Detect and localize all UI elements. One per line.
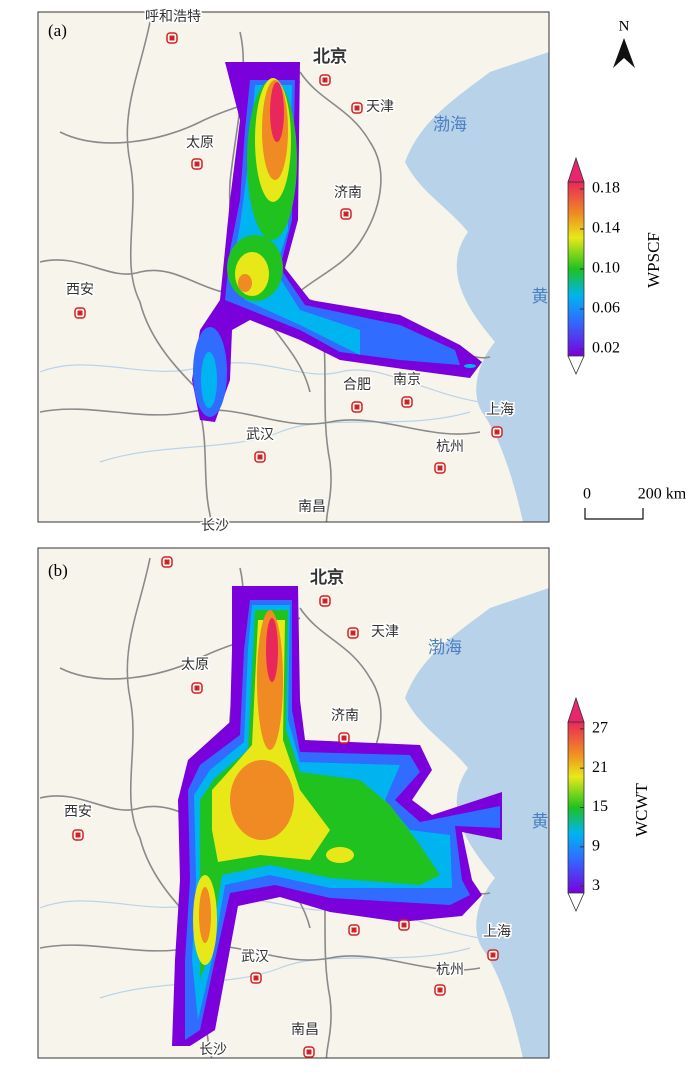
place-label: 西安 <box>64 804 92 820</box>
colorbar-extend <box>567 355 585 375</box>
place-label: 长沙 <box>201 518 229 534</box>
north-label: N <box>619 18 630 34</box>
place-label: 上海 <box>486 402 514 418</box>
city-marker <box>322 77 328 83</box>
colorbar-title: WPSCF <box>644 232 663 288</box>
place-label: 呼和浩特 <box>145 9 201 25</box>
city-marker <box>351 927 357 933</box>
place-label: 太原 <box>181 657 209 673</box>
place-label: 天津 <box>366 99 394 115</box>
scale-bar <box>584 508 644 520</box>
place-label: 渤海 <box>433 115 467 135</box>
place-label: 南昌 <box>291 1022 319 1038</box>
place-label: 北京 <box>310 567 344 588</box>
scale-start: 0 <box>583 486 591 503</box>
city-marker <box>354 404 360 410</box>
colorbar-tick-label: 21 <box>592 759 608 776</box>
city-marker <box>194 685 200 691</box>
place-label: 济南 <box>331 708 359 724</box>
city-marker <box>341 735 347 741</box>
colorbar-extend <box>567 892 585 912</box>
colorbar-tick-label: 27 <box>592 720 608 737</box>
city-marker <box>401 922 407 928</box>
place-label: 南京 <box>393 372 421 388</box>
city-marker <box>354 105 360 111</box>
city-marker <box>404 399 410 405</box>
city-marker <box>75 832 81 838</box>
panel-label: (b) <box>48 561 68 580</box>
map-frame <box>37 547 550 1059</box>
city-marker <box>490 952 496 958</box>
colorbar-tick-label: 0.18 <box>592 180 620 197</box>
colorbar-tick-label: 0.10 <box>592 260 620 277</box>
place-label: 渤海 <box>428 638 462 658</box>
colorbar-tick-label: 0.02 <box>592 340 620 357</box>
map-frame <box>37 11 550 523</box>
place-label: 黄 <box>532 812 549 832</box>
place-label: 西安 <box>66 282 94 298</box>
colorbar-extend <box>567 156 585 183</box>
place-label: 太原 <box>186 135 214 151</box>
colorbar-extend <box>567 696 585 723</box>
map-b <box>38 548 549 1058</box>
place-label: 武汉 <box>241 949 269 965</box>
place-label: 济南 <box>334 185 362 201</box>
city-marker <box>77 310 83 316</box>
north-arrow <box>613 38 635 68</box>
colorbar-tick-label: 9 <box>592 838 600 855</box>
place-label: 武汉 <box>246 427 274 443</box>
city-marker <box>253 975 259 981</box>
city-marker <box>350 630 356 636</box>
place-label: 杭州 <box>436 962 464 978</box>
colorbar-tick-label: 0.06 <box>592 300 620 317</box>
colorbar-tick-label: 0.14 <box>592 220 620 237</box>
place-label: 北京 <box>313 46 347 67</box>
city-marker <box>306 1049 312 1055</box>
place-label: 南昌 <box>298 499 326 515</box>
city-marker <box>437 465 443 471</box>
city-marker <box>257 454 263 460</box>
panel-label: (a) <box>48 21 67 40</box>
city-marker <box>169 35 175 41</box>
city-marker <box>194 161 200 167</box>
city-marker <box>437 987 443 993</box>
place-label: 长沙 <box>199 1042 227 1058</box>
place-label: 天津 <box>371 624 399 640</box>
city-marker <box>494 429 500 435</box>
city-marker <box>322 598 328 604</box>
place-label: 黄 <box>532 287 549 307</box>
scale-end: 200 km <box>638 486 687 503</box>
colorbar-tick-label: 15 <box>592 798 608 815</box>
place-label: 杭州 <box>436 439 464 455</box>
city-marker <box>343 211 349 217</box>
colorbar-tick-label: 3 <box>592 877 600 894</box>
map-a <box>38 12 549 522</box>
colorbar-title: WCWT <box>632 782 651 836</box>
place-label: 上海 <box>483 924 511 940</box>
city-marker <box>164 559 170 565</box>
place-label: 合肥 <box>343 377 371 393</box>
